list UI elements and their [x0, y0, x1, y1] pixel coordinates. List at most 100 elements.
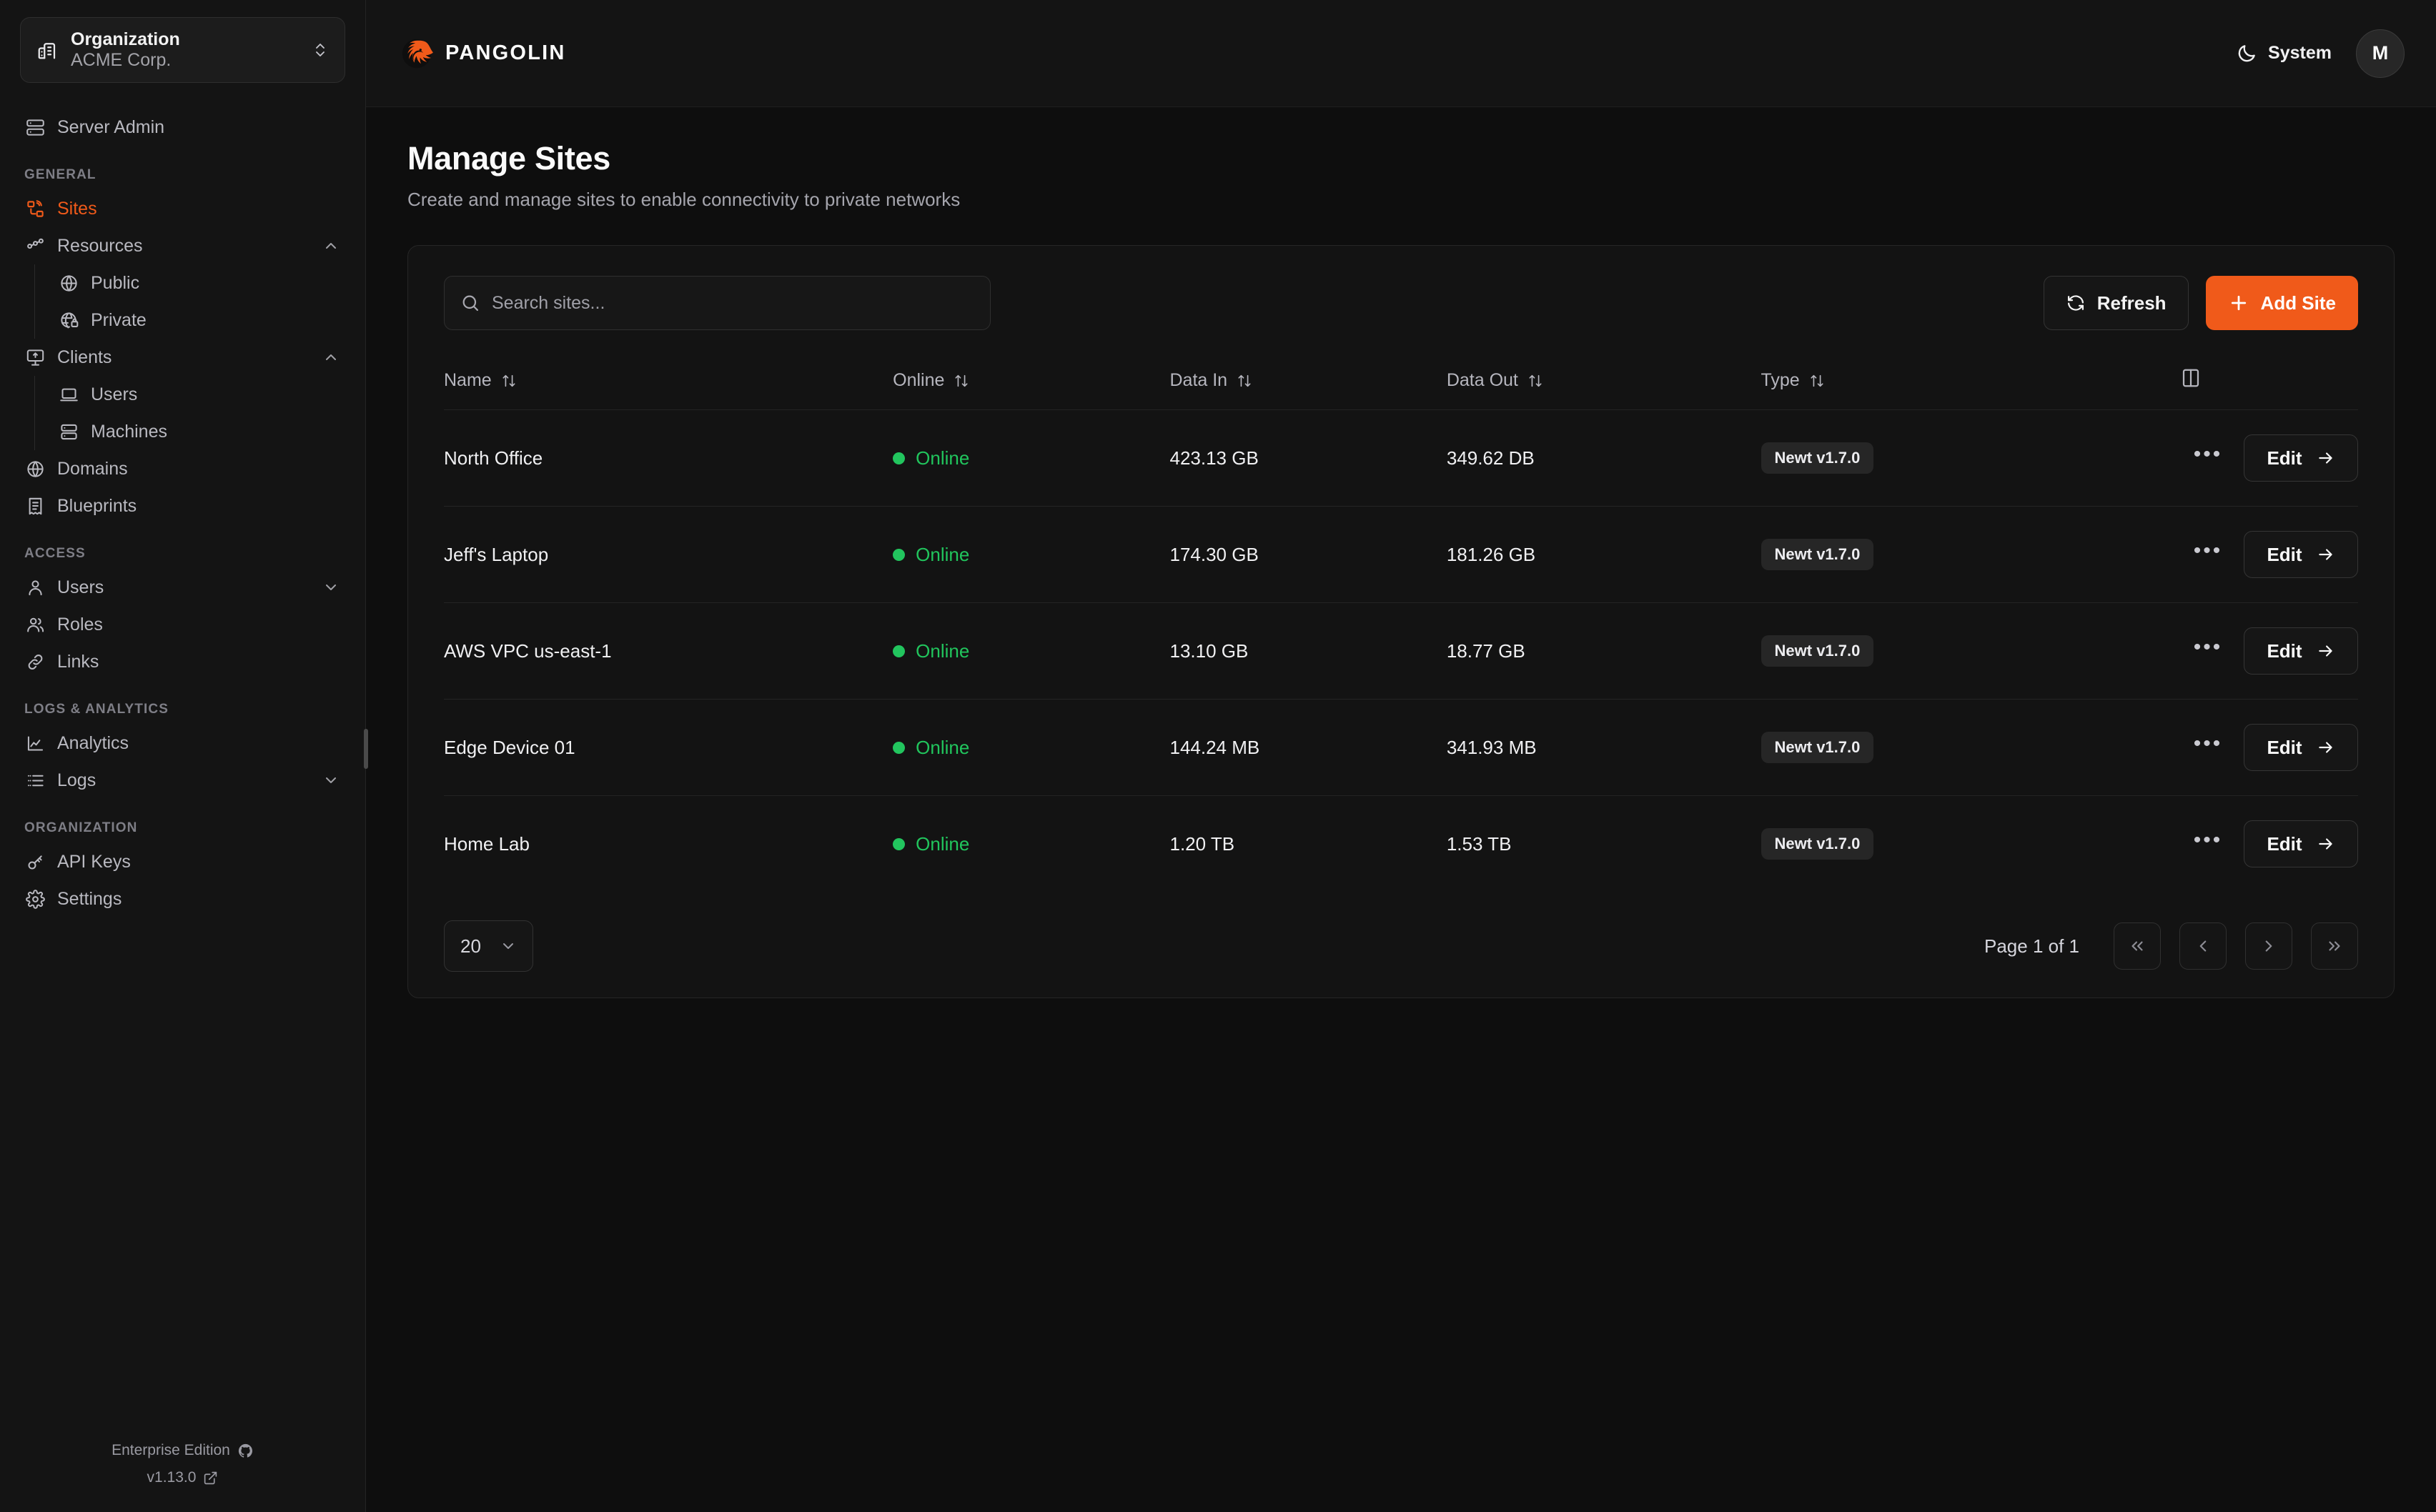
- chevron-down-icon[interactable]: [322, 579, 340, 596]
- column-header-data-in[interactable]: Data In: [1169, 354, 1446, 410]
- type-badge: Newt v1.7.0: [1761, 635, 1874, 667]
- sidebar-item-domains[interactable]: Domains: [20, 450, 345, 487]
- sidebar-item-resources[interactable]: Resources: [20, 227, 345, 264]
- sidebar-item-public[interactable]: Public: [54, 264, 345, 302]
- sidebar-item-settings[interactable]: Settings: [20, 880, 345, 917]
- type-badge: Newt v1.7.0: [1761, 442, 1874, 474]
- sidebar-nav: Server Admin GENERAL Sites: [0, 83, 365, 1432]
- cell-actions: ••• Edit: [2179, 506, 2358, 603]
- brand[interactable]: PANGOLIN: [400, 37, 566, 70]
- sidebar-item-sites[interactable]: Sites: [20, 190, 345, 227]
- arrow-right-icon: [2317, 545, 2335, 564]
- page-size-select[interactable]: 20: [444, 920, 533, 972]
- sidebar-item-logs[interactable]: Logs: [20, 762, 345, 799]
- arrow-right-icon: [2317, 738, 2335, 757]
- sidebar-item-users[interactable]: Users: [20, 569, 345, 606]
- refresh-button[interactable]: Refresh: [2043, 276, 2189, 330]
- sites-card: Refresh Add Site: [407, 245, 2395, 998]
- theme-toggle[interactable]: System: [2236, 43, 2332, 64]
- edit-button[interactable]: Edit: [2244, 724, 2358, 771]
- sort-icon[interactable]: [1528, 373, 1543, 389]
- ellipsis-icon[interactable]: •••: [2193, 539, 2223, 562]
- edit-button[interactable]: Edit: [2244, 820, 2358, 867]
- column-header-type[interactable]: Type: [1761, 354, 2180, 410]
- laptop-icon: [59, 385, 79, 404]
- sidebar-section-access: ACCESS: [24, 546, 86, 561]
- sidebar-item-private[interactable]: Private: [54, 302, 345, 339]
- theme-label: System: [2268, 43, 2332, 63]
- column-header-name[interactable]: Name: [444, 354, 893, 410]
- sort-icon[interactable]: [1237, 373, 1252, 389]
- table-row[interactable]: Home Lab Online 1.20 TB 1.53 TB Newt v1.: [444, 795, 2358, 892]
- sidebar-item-clients[interactable]: Clients: [20, 339, 345, 376]
- chevron-up-icon[interactable]: [322, 349, 340, 366]
- cell-name: Jeff's Laptop: [444, 506, 893, 603]
- version-row[interactable]: v1.13.0: [20, 1469, 345, 1486]
- sidebar-item-analytics[interactable]: Analytics: [20, 725, 345, 762]
- github-icon[interactable]: [237, 1443, 254, 1459]
- column-visibility-toggle[interactable]: [2180, 354, 2358, 410]
- main-area: PANGOLIN System M Manage Sites Create: [366, 0, 2436, 1512]
- cell-name: North Office: [444, 409, 893, 507]
- chart-line-icon: [26, 734, 45, 753]
- column-header-data-out[interactable]: Data Out: [1447, 354, 1761, 410]
- edition-row[interactable]: Enterprise Edition: [20, 1442, 345, 1459]
- organization-switcher[interactable]: Organization ACME Corp.: [20, 17, 345, 83]
- sort-icon[interactable]: [1809, 373, 1825, 389]
- ellipsis-icon[interactable]: •••: [2193, 635, 2223, 659]
- sidebar-item-label: Sites: [57, 198, 97, 219]
- status-dot-icon: [893, 837, 906, 850]
- sidebar-item-machines[interactable]: Machines: [54, 413, 345, 450]
- previous-page-button[interactable]: [2179, 922, 2227, 970]
- last-page-button[interactable]: [2311, 922, 2358, 970]
- sidebar-item-label: Server Admin: [57, 116, 165, 137]
- column-label: Data In: [1169, 370, 1228, 390]
- refresh-icon: [2066, 293, 2086, 313]
- cell-online: Online: [893, 795, 1170, 892]
- edit-button[interactable]: Edit: [2244, 434, 2358, 482]
- next-page-button[interactable]: [2245, 922, 2292, 970]
- chevron-up-icon[interactable]: [322, 237, 340, 254]
- external-link-icon[interactable]: [203, 1471, 218, 1486]
- sidebar-item-roles[interactable]: Roles: [20, 606, 345, 643]
- column-header-online[interactable]: Online: [893, 354, 1169, 410]
- edit-label: Edit: [2267, 640, 2302, 662]
- search-input[interactable]: [492, 292, 974, 314]
- edit-button[interactable]: Edit: [2244, 627, 2358, 675]
- table-row[interactable]: Jeff's Laptop Online 174.30 GB 181.26 GB: [444, 506, 2358, 603]
- edit-button[interactable]: Edit: [2244, 531, 2358, 578]
- sidebar-resize-handle[interactable]: [364, 729, 368, 769]
- topbar: PANGOLIN System M: [366, 0, 2436, 107]
- sort-icon[interactable]: [501, 373, 517, 389]
- page-content: Manage Sites Create and manage sites to …: [366, 107, 2436, 998]
- table-row[interactable]: AWS VPC us-east-1 Online 13.10 GB 18.77 …: [444, 602, 2358, 700]
- ellipsis-icon[interactable]: •••: [2193, 442, 2223, 466]
- table-row[interactable]: Edge Device 01 Online 144.24 MB 341.93 M…: [444, 699, 2358, 796]
- topbar-right: System M: [2236, 29, 2405, 78]
- receipt-icon: [26, 497, 45, 516]
- sidebar-item-api-keys[interactable]: API Keys: [20, 843, 345, 880]
- add-site-button[interactable]: Add Site: [2205, 276, 2358, 330]
- table-row[interactable]: North Office Online 423.13 GB 349.62 DB: [444, 409, 2358, 507]
- sidebar-item-links[interactable]: Links: [20, 643, 345, 680]
- first-page-button[interactable]: [2114, 922, 2161, 970]
- organization-name: ACME Corp.: [71, 50, 172, 70]
- edit-label: Edit: [2267, 447, 2302, 469]
- server-icon: [26, 118, 45, 137]
- status-label: Online: [916, 832, 970, 855]
- ellipsis-icon[interactable]: •••: [2193, 828, 2223, 852]
- sites-icon: [26, 199, 45, 219]
- sidebar-item-users-clients[interactable]: Users: [54, 376, 345, 413]
- status-label: Online: [916, 640, 970, 662]
- column-label: Data Out: [1446, 370, 1518, 390]
- sidebar-item-server-admin[interactable]: Server Admin: [20, 109, 345, 146]
- sidebar-subgroup-resources: Public Private: [34, 264, 345, 339]
- avatar[interactable]: M: [2356, 29, 2405, 78]
- search-sites-box[interactable]: [444, 276, 991, 330]
- sort-icon[interactable]: [954, 373, 969, 389]
- chevron-down-icon[interactable]: [322, 772, 340, 789]
- sidebar-item-blueprints[interactable]: Blueprints: [20, 487, 345, 524]
- ellipsis-icon[interactable]: •••: [2193, 732, 2223, 755]
- panel-columns-icon[interactable]: [2180, 367, 2202, 389]
